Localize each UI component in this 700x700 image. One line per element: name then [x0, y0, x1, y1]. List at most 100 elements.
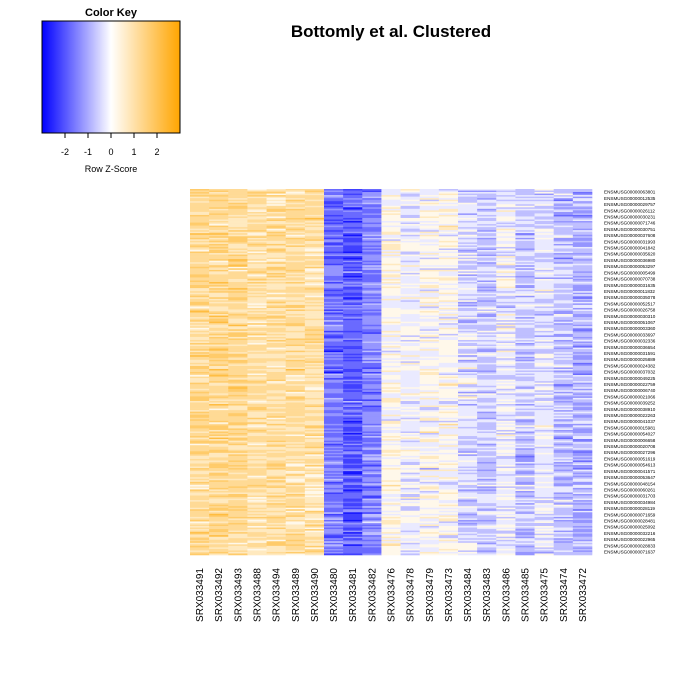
heatmap-cell: [534, 436, 555, 438]
heatmap-cell: [458, 248, 478, 251]
heatmap-cell: [324, 222, 344, 225]
heatmap-cell: [190, 344, 210, 347]
heatmap-cell: [477, 199, 497, 202]
heatmap-cell: [381, 400, 401, 403]
heatmap-cell: [209, 442, 229, 444]
heatmap-cell: [515, 361, 535, 364]
heatmap-cell: [534, 262, 555, 265]
heatmap-cell: [362, 494, 382, 496]
heatmap-cell: [381, 207, 401, 210]
heatmap-cell: [534, 498, 555, 501]
heatmap-cell: [419, 436, 440, 438]
heatmap-cell: [362, 536, 382, 539]
heatmap-cell: [458, 513, 478, 516]
heatmap-cell: [534, 439, 555, 441]
heatmap-cell: [400, 513, 421, 516]
heatmap-cell: [553, 533, 574, 536]
heatmap-cell: [438, 396, 459, 399]
heatmap-cell: [496, 372, 516, 374]
heatmap-cell: [324, 347, 344, 350]
heatmap-cell: [304, 317, 325, 319]
heatmap-cell: [362, 309, 382, 312]
heatmap-cell: [458, 282, 478, 284]
heatmap-cell: [209, 358, 229, 361]
heatmap-cell: [209, 518, 229, 521]
heatmap-cell: [534, 396, 555, 399]
heatmap-cell: [477, 460, 497, 463]
heatmap-cell: [477, 214, 497, 217]
heatmap-cell: [496, 553, 516, 556]
heatmap-cell: [572, 309, 593, 312]
heatmap-cell: [458, 492, 478, 495]
heatmap-cell: [553, 501, 574, 504]
heatmap-cell: [190, 350, 210, 353]
heatmap-cell: [419, 207, 440, 210]
heatmap-cell: [266, 530, 287, 533]
heatmap-cell: [572, 410, 593, 412]
heatmap-cell: [285, 440, 306, 443]
heatmap-cell: [572, 304, 593, 307]
heatmap-cell: [515, 385, 535, 388]
heatmap-cell: [477, 440, 497, 443]
heatmap-cell: [515, 472, 535, 475]
heatmap-cell: [400, 501, 421, 504]
heatmap-cell: [247, 353, 267, 356]
heatmap-cell: [458, 231, 478, 234]
heatmap-cell: [496, 253, 516, 255]
heatmap-cell: [343, 411, 363, 414]
heatmap-cell: [228, 254, 248, 257]
heatmap-cell: [209, 542, 229, 545]
heatmap-cell: [228, 481, 248, 484]
heatmap-cell: [266, 376, 287, 379]
heatmap-cell: [438, 336, 459, 339]
heatmap-cell: [515, 532, 535, 534]
heatmap-cell: [496, 490, 516, 493]
heatmap-cell: [400, 526, 421, 528]
heatmap-cell: [228, 189, 248, 191]
heatmap-cell: [285, 533, 306, 536]
heatmap-cell: [496, 442, 516, 444]
heatmap-cell: [400, 417, 421, 420]
heatmap-cell: [324, 324, 344, 327]
heatmap-cell: [247, 542, 267, 545]
heatmap-cell: [572, 408, 593, 411]
heatmap-cell: [458, 500, 478, 502]
heatmap-cell: [304, 301, 325, 304]
heatmap-cell: [266, 375, 287, 377]
heatmap-cell: [324, 373, 344, 376]
heatmap-cell: [324, 210, 344, 213]
heatmap-cell: [534, 349, 555, 351]
heatmap-cell: [400, 359, 421, 362]
heatmap-cell: [572, 399, 593, 402]
heatmap-cell: [381, 381, 401, 383]
heatmap-cell: [419, 529, 440, 531]
heatmap-cell: [362, 236, 382, 239]
heatmap-cell: [228, 527, 248, 530]
heatmap-cell: [362, 317, 382, 319]
heatmap-cell: [515, 524, 535, 527]
heatmap-cell: [553, 507, 574, 510]
heatmap-cell: [343, 506, 363, 509]
heatmap-cell: [247, 243, 267, 246]
heatmap-cell: [419, 445, 440, 448]
heatmap-cell: [362, 507, 382, 510]
heatmap-cell: [228, 454, 248, 457]
heatmap-cell: [438, 221, 459, 223]
heatmap-cell: [247, 445, 267, 448]
heatmap-cell: [247, 547, 267, 550]
heatmap-cell: [228, 333, 248, 336]
heatmap-cell: [228, 417, 248, 420]
heatmap-cell: [458, 339, 478, 342]
heatmap-cell: [304, 282, 325, 284]
heatmap-cell: [266, 379, 287, 382]
heatmap-cell: [553, 483, 574, 486]
heatmap-cell: [419, 289, 440, 292]
heatmap-cell: [534, 358, 555, 361]
heatmap-cell: [228, 419, 248, 422]
heatmap-cell: [228, 352, 248, 354]
heatmap-cell: [534, 404, 555, 406]
heatmap-cell: [553, 431, 574, 434]
heatmap-cell: [438, 358, 459, 361]
heatmap-cell: [266, 416, 287, 419]
heatmap-cell: [228, 309, 248, 312]
